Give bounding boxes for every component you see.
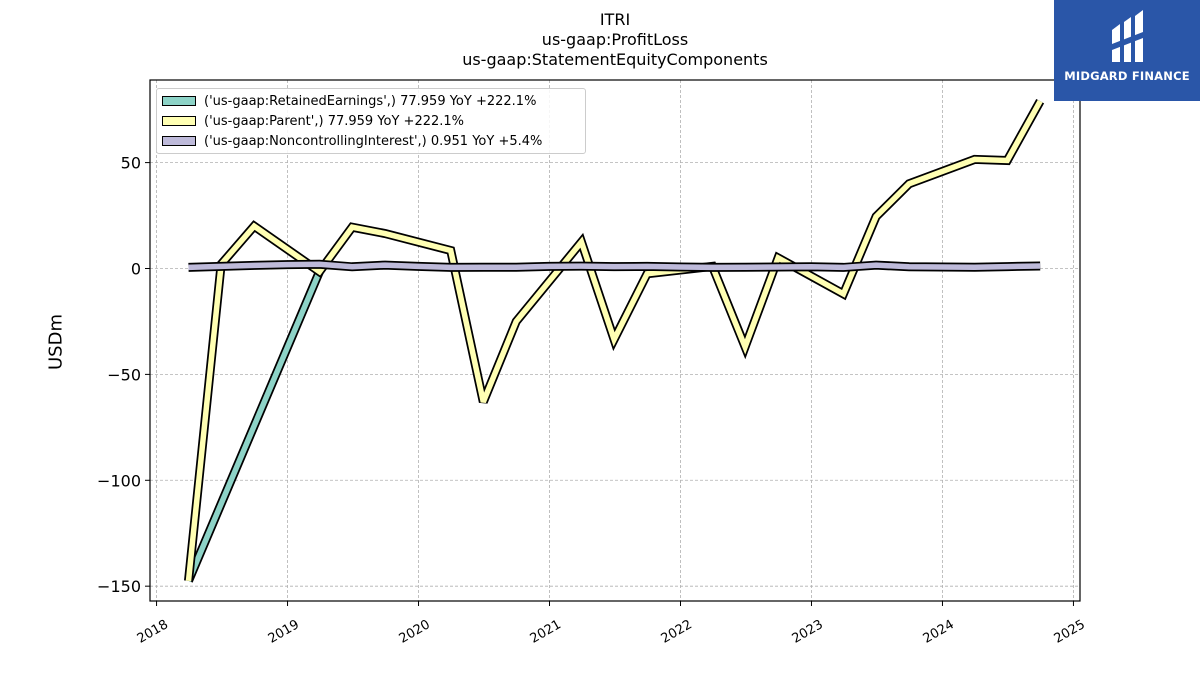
legend-swatch-noncontrolling-interest (162, 136, 196, 146)
legend-swatch-parent (162, 116, 196, 126)
plot-frame (149, 79, 1081, 602)
x-tick-label: 2021 (528, 617, 564, 647)
x-tick-label: 2024 (921, 617, 957, 647)
chart-title: ITRI us-gaap:ProfitLoss us-gaap:Statemen… (0, 10, 1200, 70)
logo-text: MIDGARD FINANCE (1064, 69, 1190, 83)
y-tick-label: 0 (131, 259, 141, 278)
x-tick-label: 2020 (397, 617, 433, 647)
legend-label-noncontrolling-interest: ('us-gaap:NoncontrollingInterest',) 0.95… (204, 133, 543, 149)
title-line-3: us-gaap:StatementEquityComponents (462, 50, 768, 69)
series-line-noncontrolling-interest (188, 261, 1041, 271)
legend-label-retained-earnings: ('us-gaap:RetainedEarnings',) 77.959 YoY… (204, 93, 537, 109)
legend-swatch-retained-earnings (162, 96, 196, 106)
title-line-1: ITRI (599, 10, 631, 29)
title-line-2: us-gaap:ProfitLoss (541, 30, 689, 49)
y-axis-label: USDm (45, 314, 67, 370)
x-tick-label: 2019 (266, 617, 302, 647)
x-tick-label: 2018 (135, 617, 171, 647)
x-tick-label: 2023 (790, 617, 826, 647)
axes-layer: 2018 2019 2020 2021 2022 2023 2024 2025 50 0 −50 −1… (97, 154, 1088, 647)
y-tick-label: −50 (107, 365, 141, 384)
brand-logo: MIDGARD FINANCE (1054, 0, 1200, 101)
y-tick-label: 50 (121, 154, 141, 173)
series-line-retained-earnings (185, 270, 323, 582)
legend: ('us-gaap:RetainedEarnings',) 77.959 YoY… (156, 88, 586, 154)
x-tick-label: 2025 (1052, 617, 1088, 647)
series-line-parent (185, 99, 1043, 582)
legend-item-retained-earnings: ('us-gaap:RetainedEarnings',) 77.959 YoY… (162, 93, 536, 109)
series-layer (184, 98, 1045, 583)
y-tick-label: −150 (97, 577, 141, 596)
legend-label-parent: ('us-gaap:Parent',) 77.959 YoY +222.1% (204, 113, 465, 129)
midgard-logo-icon (1112, 10, 1143, 62)
legend-item-noncontrolling-interest: ('us-gaap:NoncontrollingInterest',) 0.95… (162, 133, 542, 149)
legend-item-parent: ('us-gaap:Parent',) 77.959 YoY +222.1% (162, 113, 464, 129)
y-tick-label: −100 (97, 471, 141, 490)
x-tick-label: 2022 (659, 617, 695, 647)
